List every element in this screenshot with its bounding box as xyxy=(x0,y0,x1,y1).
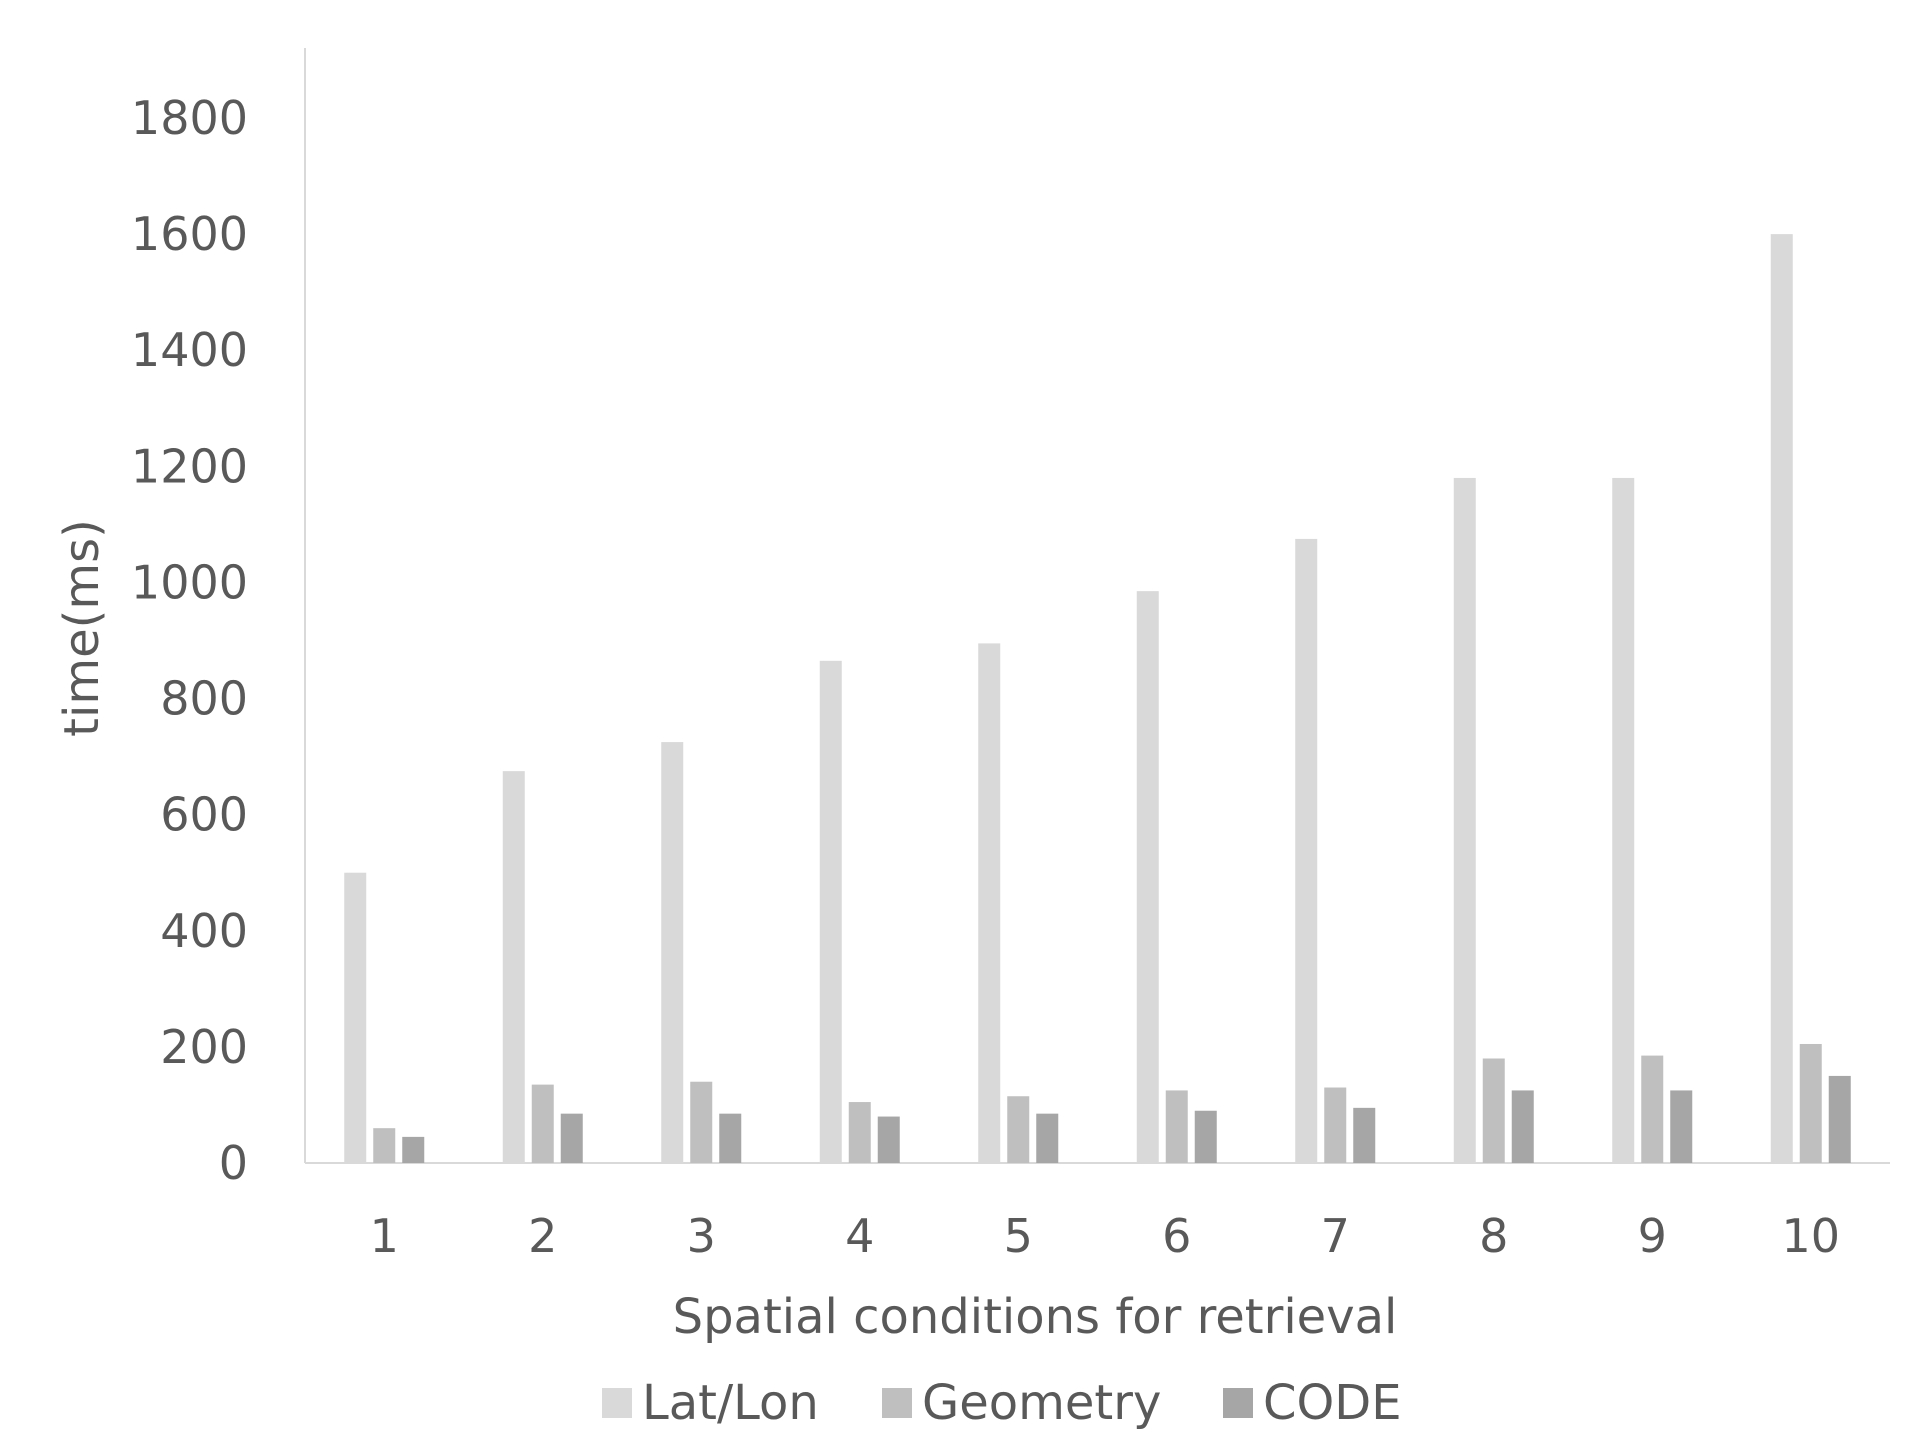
y-axis-ticks: 0 200 400 600 800 1000 1200 1400 1600 1800 xyxy=(131,91,248,1190)
bar-geometry-8 xyxy=(1482,1058,1505,1163)
bar-code-6 xyxy=(1194,1110,1217,1163)
legend-label: Lat/Lon xyxy=(642,1375,819,1431)
x-tick-label: 9 xyxy=(1638,1209,1667,1263)
y-tick-label: 1400 xyxy=(131,323,248,377)
bar-geometry-4 xyxy=(848,1102,871,1163)
y-tick-label: 1600 xyxy=(131,207,248,261)
bar-lat-lon-9 xyxy=(1612,477,1635,1163)
legend-swatch xyxy=(602,1388,632,1418)
x-tick-label: 5 xyxy=(1004,1209,1033,1263)
bar-code-5 xyxy=(1036,1113,1059,1163)
bar-lat-lon-5 xyxy=(978,643,1001,1163)
y-tick-label: 800 xyxy=(160,672,248,726)
bar-lat-lon-1 xyxy=(344,872,367,1163)
x-tick-label: 1 xyxy=(370,1209,399,1263)
x-tick-label: 6 xyxy=(1162,1209,1191,1263)
x-tick-label: 3 xyxy=(687,1209,716,1263)
bar-code-2 xyxy=(560,1113,583,1163)
bar-code-4 xyxy=(877,1116,900,1163)
bar-geometry-6 xyxy=(1165,1090,1188,1163)
legend-swatch xyxy=(882,1388,912,1418)
bar-code-8 xyxy=(1511,1090,1534,1163)
y-tick-label: 600 xyxy=(160,788,248,842)
bar-lat-lon-3 xyxy=(661,742,684,1163)
legend-swatch xyxy=(1223,1388,1253,1418)
bars xyxy=(344,234,1851,1164)
bar-geometry-5 xyxy=(1007,1096,1030,1163)
x-tick-label: 4 xyxy=(845,1209,874,1263)
y-tick-label: 1200 xyxy=(131,439,248,493)
bar-geometry-2 xyxy=(531,1084,554,1163)
bar-geometry-7 xyxy=(1324,1087,1347,1163)
bar-geometry-10 xyxy=(1799,1043,1822,1163)
bar-lat-lon-8 xyxy=(1453,477,1476,1163)
y-tick-label: 1800 xyxy=(131,91,248,145)
x-tick-label: 8 xyxy=(1479,1209,1508,1263)
x-tick-label: 2 xyxy=(528,1209,557,1263)
bar-code-3 xyxy=(719,1113,742,1163)
bar-lat-lon-10 xyxy=(1770,234,1793,1164)
legend-label: Geometry xyxy=(922,1375,1161,1431)
x-axis-title: Spatial conditions for retrieval xyxy=(673,1289,1398,1345)
y-axis-title: time(ms) xyxy=(54,519,110,737)
bar-geometry-3 xyxy=(690,1081,713,1163)
bar-code-10 xyxy=(1828,1075,1851,1163)
x-tick-label: 10 xyxy=(1781,1209,1840,1263)
bar-geometry-9 xyxy=(1641,1055,1664,1163)
y-tick-label: 1000 xyxy=(131,555,248,609)
y-tick-label: 0 xyxy=(219,1136,248,1190)
bar-lat-lon-2 xyxy=(502,771,525,1163)
legend: Lat/Lon Geometry CODE xyxy=(602,1375,1402,1431)
bar-code-1 xyxy=(402,1136,425,1163)
bar-code-7 xyxy=(1353,1107,1376,1163)
y-tick-label: 400 xyxy=(160,904,248,958)
bar-code-9 xyxy=(1670,1090,1693,1163)
bar-lat-lon-7 xyxy=(1295,538,1318,1163)
bar-lat-lon-6 xyxy=(1136,591,1159,1163)
y-tick-label: 200 xyxy=(160,1020,248,1074)
x-axis-ticks: 1 2 3 4 5 6 7 8 9 10 xyxy=(370,1209,1840,1263)
bar-lat-lon-4 xyxy=(819,660,842,1163)
bar-geometry-1 xyxy=(373,1128,396,1163)
legend-label: CODE xyxy=(1263,1375,1402,1431)
x-tick-label: 7 xyxy=(1321,1209,1350,1263)
